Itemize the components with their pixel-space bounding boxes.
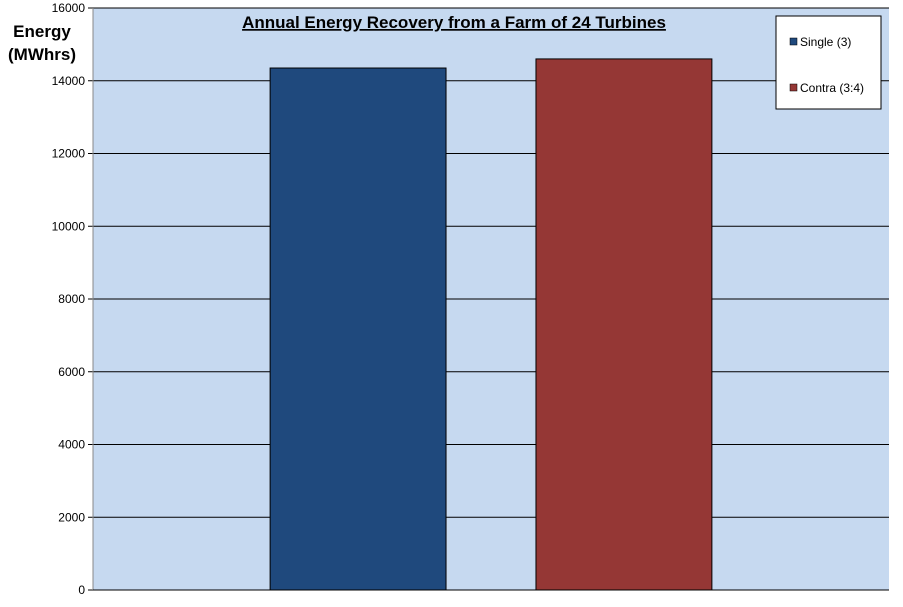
legend-label: Contra (3:4) <box>800 81 864 95</box>
y-axis-label: Energy <box>13 22 71 41</box>
y-tick-label: 12000 <box>52 147 86 161</box>
y-tick-label: 6000 <box>58 365 85 379</box>
y-tick-label: 14000 <box>52 74 86 88</box>
y-tick-label: 2000 <box>58 510 85 524</box>
legend-label: Single (3) <box>800 35 851 49</box>
chart-title: Annual Energy Recovery from a Farm of 24… <box>242 13 666 32</box>
bar <box>269 67 447 591</box>
y-tick-label: 4000 <box>58 438 85 452</box>
y-axis-label: (MWhrs) <box>8 45 76 64</box>
legend-swatch <box>789 37 798 46</box>
y-tick-label: 8000 <box>58 292 85 306</box>
legend-box <box>775 15 882 110</box>
y-tick-label: 0 <box>78 583 85 597</box>
legend-swatch <box>789 83 798 92</box>
bar <box>535 58 713 591</box>
y-tick-label: 16000 <box>52 1 86 15</box>
y-tick-label: 10000 <box>52 219 86 233</box>
